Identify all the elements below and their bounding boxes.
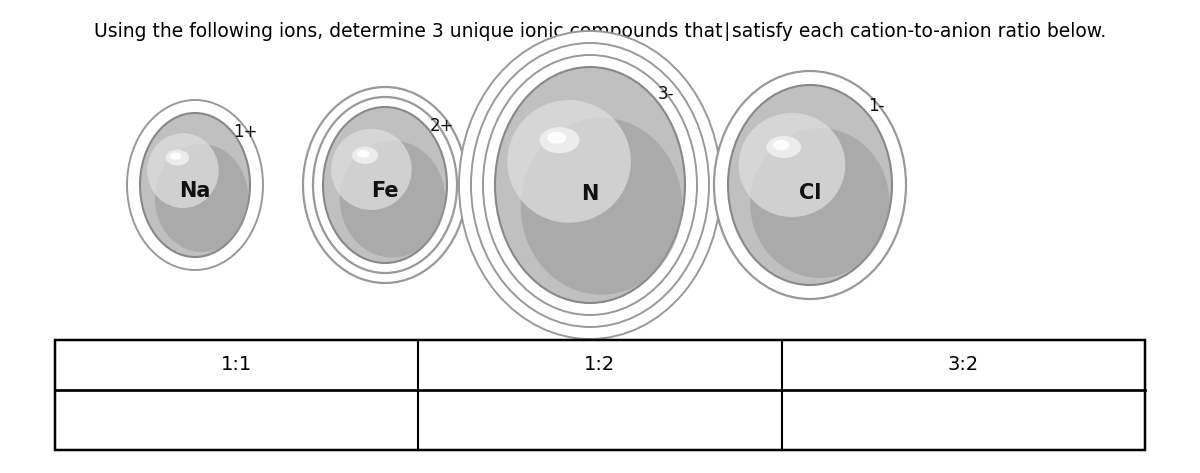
Ellipse shape	[508, 100, 631, 223]
Text: 1+: 1+	[233, 123, 258, 141]
Ellipse shape	[773, 140, 790, 150]
Ellipse shape	[728, 85, 892, 285]
Ellipse shape	[127, 100, 263, 270]
Ellipse shape	[521, 118, 682, 295]
Ellipse shape	[170, 153, 181, 160]
Text: 2+: 2+	[430, 117, 455, 135]
Ellipse shape	[358, 150, 370, 158]
Ellipse shape	[148, 133, 218, 208]
Ellipse shape	[540, 127, 580, 153]
Ellipse shape	[547, 132, 566, 144]
Ellipse shape	[496, 67, 685, 303]
Text: Cl: Cl	[799, 183, 821, 203]
Text: Using the following ions, determine 3 unique ionic compounds that∣satisfy each c: Using the following ions, determine 3 un…	[94, 22, 1106, 41]
Ellipse shape	[482, 55, 697, 315]
Text: 1:2: 1:2	[584, 356, 616, 375]
Ellipse shape	[714, 71, 906, 299]
Text: Fe: Fe	[371, 181, 398, 201]
Bar	[55, 340, 1145, 450]
Ellipse shape	[313, 97, 457, 273]
Text: Na: Na	[179, 181, 211, 201]
Ellipse shape	[340, 140, 445, 257]
Text: 3-: 3-	[658, 85, 674, 103]
Text: 3:2: 3:2	[948, 356, 979, 375]
Ellipse shape	[739, 113, 845, 217]
Ellipse shape	[140, 113, 250, 257]
Ellipse shape	[331, 129, 412, 210]
Ellipse shape	[302, 87, 467, 283]
Text: N: N	[581, 184, 599, 204]
Ellipse shape	[750, 128, 889, 278]
Text: 1:1: 1:1	[221, 356, 252, 375]
Ellipse shape	[166, 150, 188, 166]
Ellipse shape	[323, 107, 446, 263]
Ellipse shape	[458, 31, 721, 339]
Text: 1-: 1-	[868, 97, 884, 115]
Ellipse shape	[470, 43, 709, 327]
Ellipse shape	[155, 144, 248, 252]
Ellipse shape	[767, 136, 800, 158]
Ellipse shape	[352, 147, 378, 164]
